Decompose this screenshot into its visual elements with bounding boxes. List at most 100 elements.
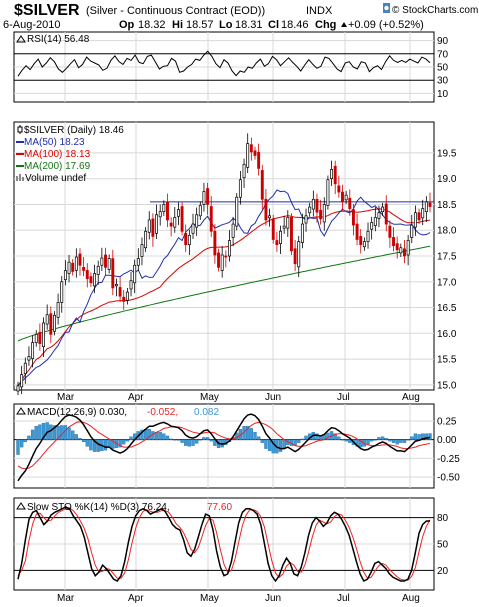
macd-histogram-bar — [81, 439, 86, 443]
x-axis-label: May — [200, 593, 219, 604]
x-axis-label: Apr — [128, 593, 144, 604]
candle — [388, 220, 392, 248]
y-tick-label: 10 — [437, 89, 449, 100]
candle-body — [89, 276, 93, 284]
x-axis-label: Jun — [265, 392, 281, 403]
candle-body — [351, 209, 355, 226]
macd-histogram-bar — [417, 434, 421, 440]
macd-histogram-bar — [19, 439, 24, 448]
candle — [224, 250, 228, 268]
y-tick-label: 0.00 — [437, 435, 457, 446]
candle — [31, 335, 35, 368]
macd-histogram-bar — [315, 433, 319, 440]
candle — [82, 257, 86, 277]
candle — [56, 293, 60, 325]
y-tick-label: 16.0 — [437, 329, 457, 340]
candle-body — [202, 191, 206, 205]
macd-histogram-bar — [246, 426, 250, 440]
y-tick-label: 19.5 — [437, 148, 457, 159]
candle-body — [381, 206, 385, 213]
macd-histogram-bar — [406, 439, 410, 441]
sto-legend: Slow STO %K(14) %D(3) 76.24, 77.60 — [16, 502, 232, 513]
candle-body — [271, 218, 275, 240]
ma100-line — [17, 208, 431, 387]
macd-histogram-bar — [249, 428, 253, 440]
candle-body — [384, 203, 388, 225]
candle-body — [169, 222, 173, 227]
macd-legend: MACD(12,26,9) 0.030, -0.052, 0.082 — [16, 407, 219, 418]
macd-histogram-bar — [74, 434, 78, 440]
macd-histogram-bar — [297, 439, 301, 443]
stockcharts-logo-icon — [383, 3, 390, 13]
candle-body — [392, 237, 395, 247]
macd-histogram-bar — [366, 439, 370, 445]
candle-body — [410, 224, 414, 238]
macd-histogram-bar — [399, 439, 403, 443]
close-value: 18.46 — [281, 19, 309, 31]
y-tick-label: 80 — [437, 513, 449, 524]
macd-histogram-bar — [377, 437, 381, 440]
candle — [67, 254, 71, 283]
y-tick-label: 90 — [437, 36, 449, 47]
candle — [293, 240, 297, 271]
candle — [355, 213, 359, 246]
candle-body — [421, 208, 425, 219]
candle-body — [297, 241, 301, 268]
candle — [169, 217, 173, 237]
candle-body — [104, 254, 107, 268]
candle — [107, 254, 111, 274]
candle-body — [42, 322, 45, 348]
candle-body — [85, 270, 89, 280]
candle-body — [366, 230, 370, 242]
candle — [268, 208, 272, 227]
candle — [158, 204, 162, 226]
macd-histogram-bar — [195, 439, 199, 444]
price-legend-ma100: MA(100) 18.13 — [24, 149, 91, 160]
macd-histogram-bar — [103, 439, 108, 451]
candle-body — [403, 248, 406, 257]
y-tick-label: 18.5 — [437, 200, 457, 211]
candle-body — [27, 356, 31, 361]
candle — [104, 247, 107, 277]
y-tick-label: 70 — [437, 49, 449, 60]
candle — [38, 323, 42, 351]
candle-body — [38, 331, 42, 344]
candle-body — [107, 258, 111, 270]
macd-histogram-bar — [169, 438, 173, 440]
ma50-line — [17, 189, 431, 387]
macd-histogram-bar — [67, 427, 71, 440]
triangle-icon — [16, 35, 26, 43]
candle-body — [217, 252, 220, 268]
candle — [406, 234, 410, 266]
price-legend-volume: Volume undef — [25, 173, 86, 184]
ma200-line — [17, 245, 431, 342]
candle-body — [326, 179, 330, 206]
candle — [155, 204, 158, 239]
y-tick-label: 16.5 — [437, 303, 457, 314]
candle-body — [242, 163, 246, 179]
candle — [417, 208, 421, 225]
candle-body — [96, 265, 100, 275]
candle — [191, 213, 195, 239]
macd-histogram-bar — [413, 433, 418, 440]
candle — [166, 193, 169, 228]
candle-body — [377, 212, 381, 219]
candle-body — [71, 262, 75, 272]
candle — [89, 272, 93, 287]
macd-histogram-bar — [402, 439, 407, 443]
macd-histogram-bar — [56, 426, 60, 440]
candle — [198, 201, 202, 220]
low-value: 18.31 — [235, 19, 263, 31]
rsi-legend: RSI(14) 56.48 — [16, 34, 90, 45]
macd-signal-line — [17, 421, 431, 470]
candle — [264, 189, 268, 226]
candle-body — [176, 209, 180, 217]
candle-body — [344, 194, 348, 201]
x-axis-label: Mar — [57, 392, 75, 403]
date-label: 6-Aug-2010 — [3, 19, 61, 31]
candle — [184, 224, 188, 252]
macd-histogram-bar — [129, 436, 133, 440]
up-triangle-icon — [341, 22, 347, 27]
change-label: Chg — [315, 19, 336, 31]
macd-histogram-bar — [380, 436, 385, 440]
